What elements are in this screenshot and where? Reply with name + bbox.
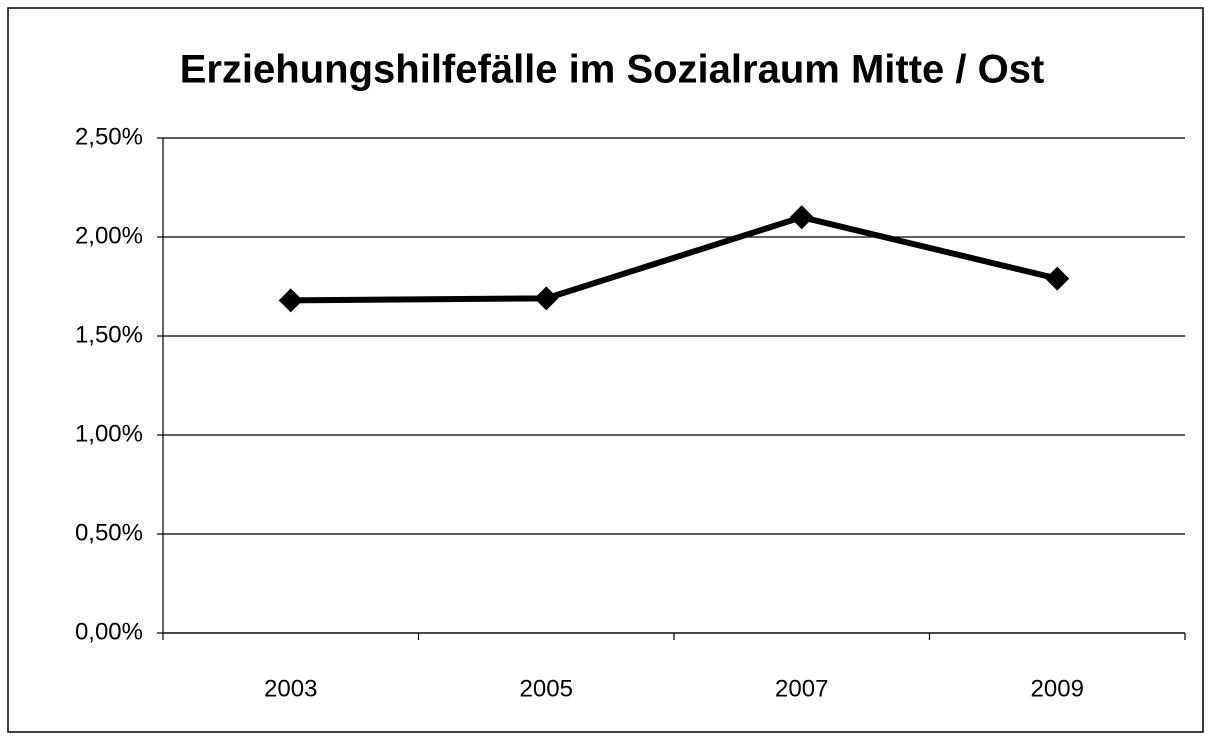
x-tick-label: 2005: [520, 675, 573, 702]
data-marker: [1045, 266, 1070, 291]
y-tick-label: 1,50%: [75, 321, 143, 348]
chart-title: Erziehungshilfefälle im Sozialraum Mitte…: [180, 48, 1045, 92]
data-marker: [534, 286, 559, 311]
data-line: [290, 214, 1058, 304]
data-marker: [789, 205, 814, 230]
y-tick-label: 0,00%: [75, 618, 143, 645]
x-tick-label: 2007: [775, 675, 828, 702]
y-tick-label: 2,00%: [75, 222, 143, 249]
x-tick-label: 2009: [1031, 675, 1084, 702]
y-tick-label: 0,50%: [75, 519, 143, 546]
chart-frame: [7, 7, 1204, 733]
y-tick-label: 1,00%: [75, 420, 143, 447]
data-marker: [278, 288, 303, 313]
y-tick-label: 2,50%: [75, 123, 143, 150]
x-tick-label: 2003: [264, 675, 317, 702]
